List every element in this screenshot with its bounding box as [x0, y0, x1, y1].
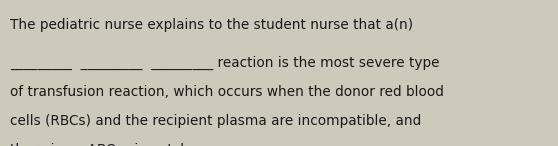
Text: The pediatric nurse explains to the student nurse that a(n): The pediatric nurse explains to the stud…: [10, 18, 413, 32]
Text: of transfusion reaction, which occurs when the donor red blood: of transfusion reaction, which occurs wh…: [10, 85, 444, 99]
Text: cells (RBCs) and the recipient plasma are incompatible, and: cells (RBCs) and the recipient plasma ar…: [10, 114, 421, 128]
Text: _________  _________  _________ reaction is the most severe type: _________ _________ _________ reaction i…: [10, 55, 440, 70]
Text: there is an ABO mismatch.: there is an ABO mismatch.: [10, 143, 194, 146]
